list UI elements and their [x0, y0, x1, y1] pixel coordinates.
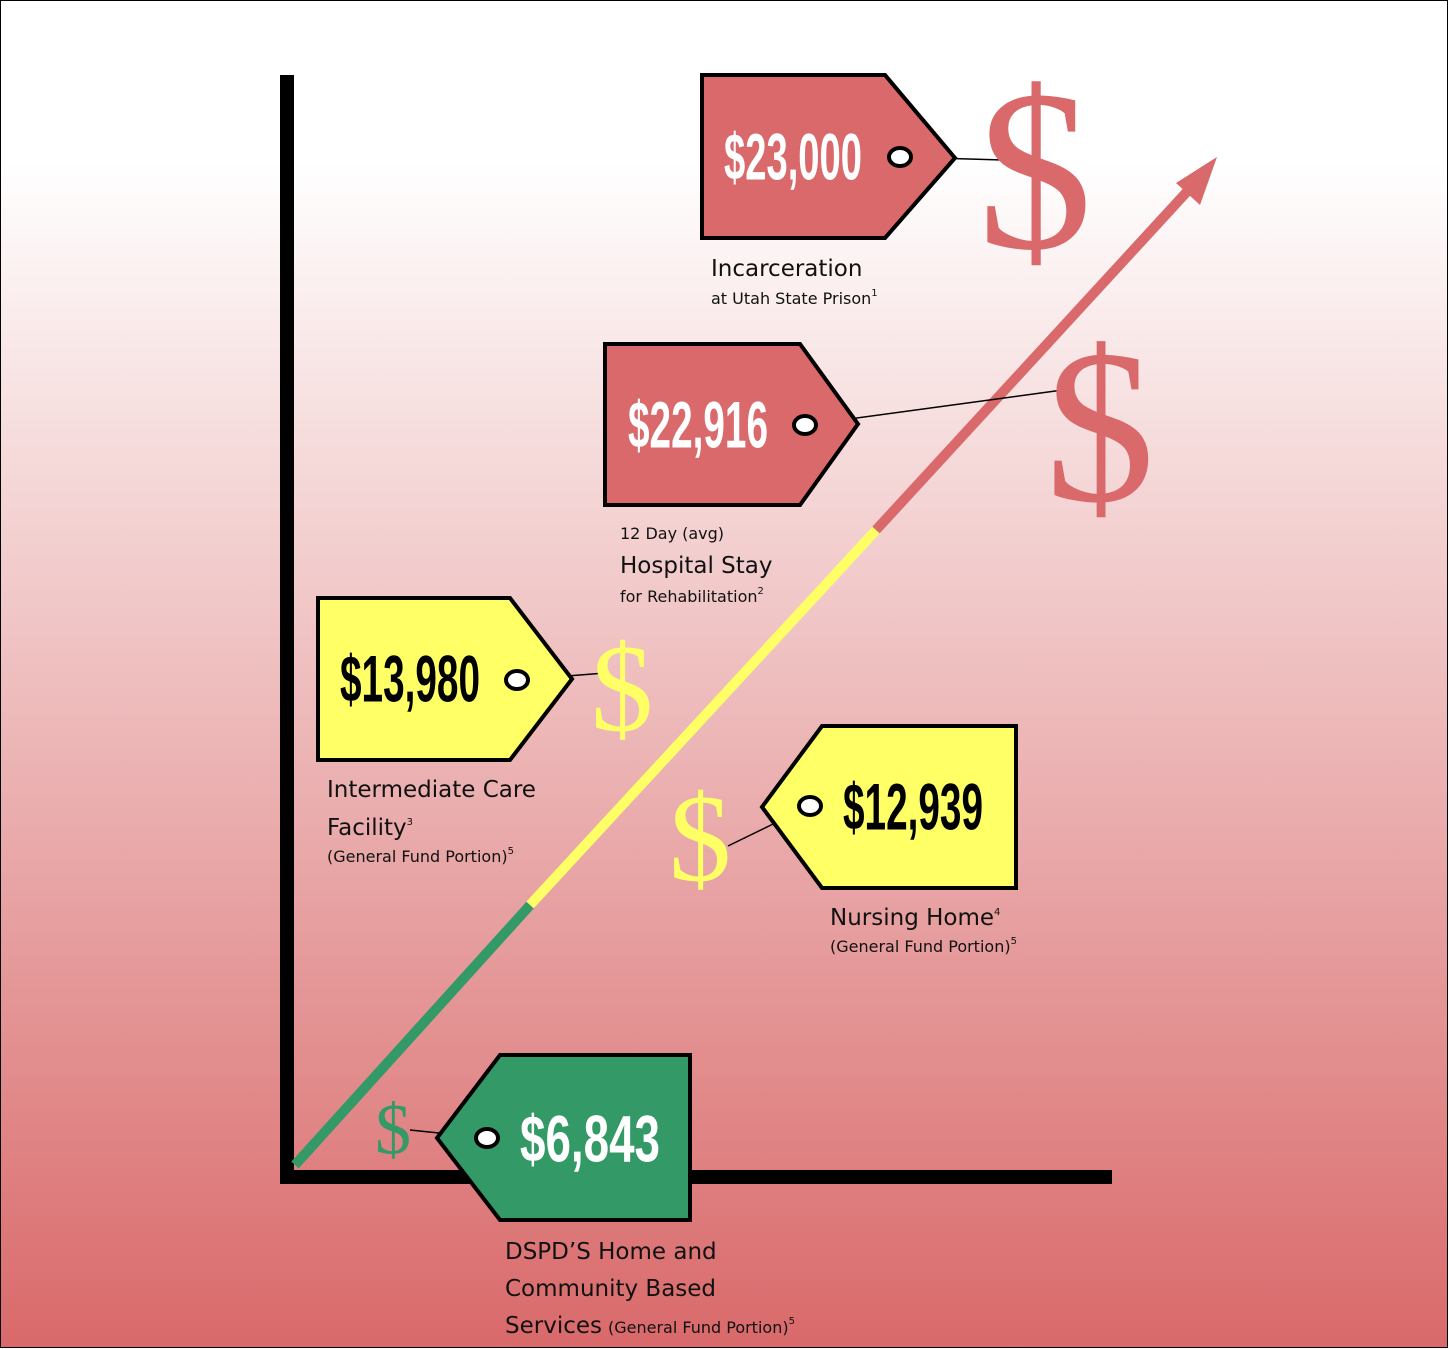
tag-hole: [792, 414, 818, 436]
label: Facility3: [327, 815, 413, 841]
label-text: (General Fund Portion): [830, 937, 1011, 956]
price-tag: [434, 1053, 692, 1222]
label-text: (General Fund Portion): [608, 1318, 789, 1337]
label-text: for Rehabilitation: [620, 587, 758, 606]
footnote: 1: [871, 288, 877, 299]
label: (General Fund Portion)5: [830, 936, 1017, 956]
footnote: 3: [407, 817, 413, 828]
label-text: Services: [505, 1313, 602, 1339]
label: Hospital Stay: [620, 553, 772, 579]
arrowhead: [1176, 157, 1217, 205]
label: DSPD’S Home and: [505, 1239, 717, 1265]
dollar-symbol: $: [669, 771, 732, 909]
label-text: (General Fund Portion): [327, 847, 508, 866]
footnote: 5: [508, 846, 514, 857]
price-tag: [759, 724, 1018, 890]
tag-hole: [797, 795, 823, 817]
dollar-symbol: $: [978, 43, 1093, 298]
price-tag: [700, 73, 958, 240]
tag-hole: [887, 146, 913, 168]
price-tag: [603, 342, 861, 507]
trend-green: [291, 899, 536, 1169]
trend-red: [872, 179, 1199, 534]
footnote: 4: [994, 907, 1000, 918]
label: (General Fund Portion)5: [327, 846, 514, 866]
label: for Rehabilitation2: [620, 586, 764, 606]
label: 12 Day (avg): [620, 524, 724, 543]
label-text: Nursing Home: [830, 905, 994, 931]
dollar-symbol: $: [591, 621, 654, 759]
price: $23,000: [724, 119, 862, 193]
footnote: 5: [789, 1316, 795, 1327]
label: Services (General Fund Portion)5: [505, 1313, 795, 1339]
price: $12,939: [843, 769, 983, 843]
label-text: Facility: [327, 815, 407, 841]
dollar-symbol: $: [375, 1090, 411, 1170]
price-tag: [316, 596, 575, 762]
price: $13,980: [340, 641, 480, 715]
trend-yellow: [526, 524, 882, 909]
label: Nursing Home4: [830, 905, 1000, 931]
label-text: at Utah State Prison: [711, 289, 871, 308]
label: Intermediate Care: [327, 777, 536, 803]
label: Incarceration: [711, 256, 862, 282]
label: Community Based: [505, 1276, 716, 1302]
footnote: 2: [758, 586, 764, 597]
dollar-symbol: $: [1045, 304, 1155, 548]
tag-hole: [474, 1127, 500, 1149]
footnote: 5: [1011, 936, 1017, 947]
label: at Utah State Prison1: [711, 288, 878, 308]
tag-hole: [504, 669, 530, 691]
price: $6,843: [520, 1101, 660, 1175]
price: $22,916: [628, 387, 768, 461]
